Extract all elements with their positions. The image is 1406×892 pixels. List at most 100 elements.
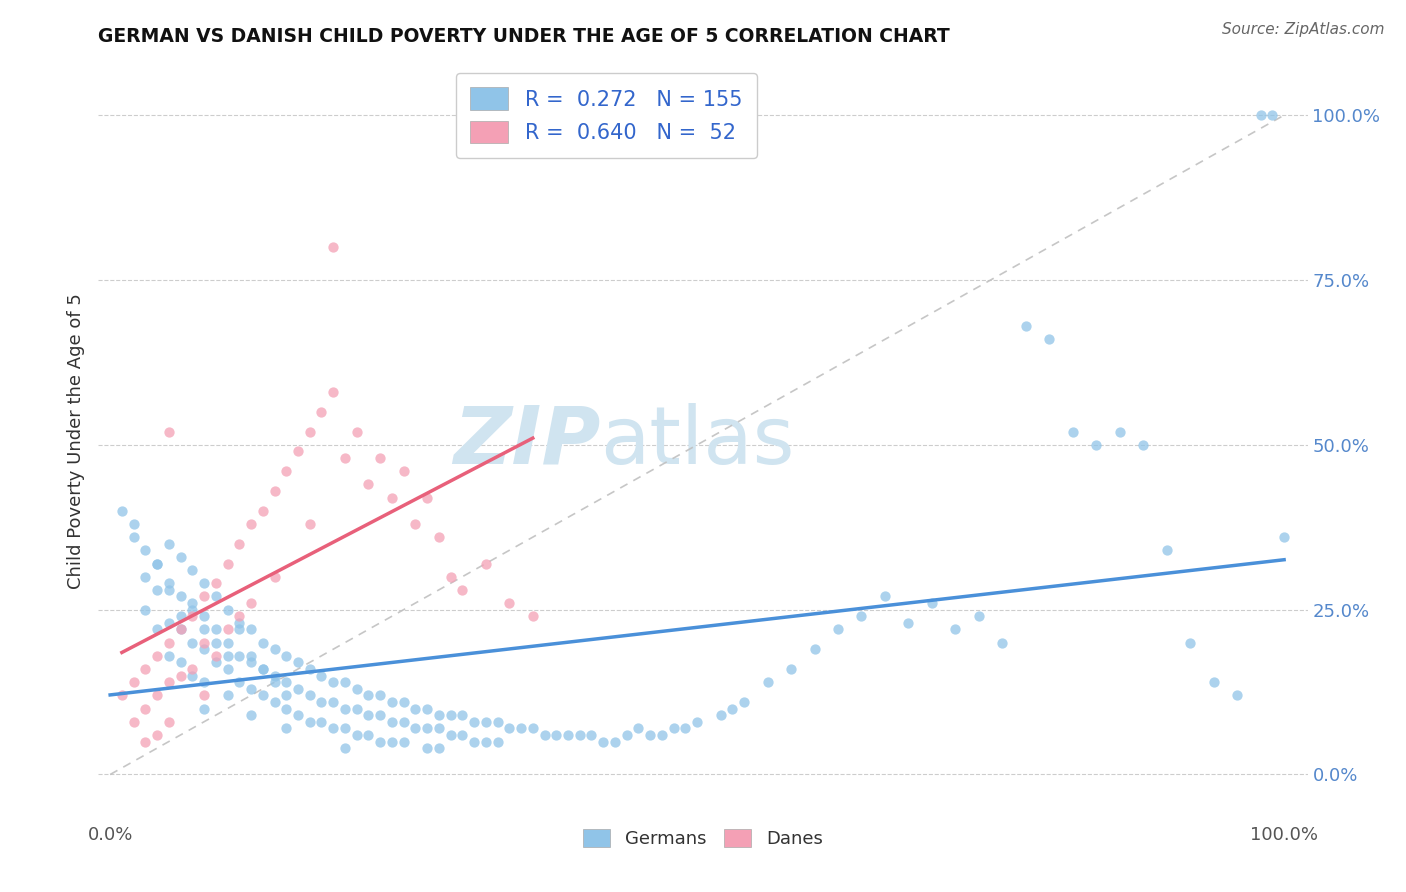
Point	[1226, 689, 1249, 703]
Point	[404, 701, 426, 715]
Point	[169, 549, 191, 564]
Point	[240, 596, 263, 610]
Point	[252, 504, 274, 518]
Point	[169, 623, 191, 637]
Point	[276, 464, 298, 478]
Point	[627, 722, 650, 736]
Point	[146, 689, 169, 703]
Point	[1250, 108, 1272, 122]
Point	[146, 557, 169, 571]
Point	[157, 675, 180, 690]
Point	[568, 728, 591, 742]
Point	[228, 609, 250, 624]
Point	[134, 543, 156, 558]
Point	[522, 722, 544, 736]
Point	[146, 728, 169, 742]
Point	[1180, 635, 1202, 649]
Point	[486, 734, 509, 748]
Point	[381, 695, 404, 709]
Point	[322, 722, 344, 736]
Point	[451, 708, 474, 723]
Point	[276, 722, 298, 736]
Point	[603, 734, 626, 748]
Point	[346, 681, 368, 696]
Point	[193, 675, 215, 690]
Point	[169, 609, 191, 624]
Point	[146, 582, 169, 597]
Point	[756, 675, 779, 690]
Point	[169, 668, 191, 682]
Point	[298, 516, 321, 531]
Point	[252, 689, 274, 703]
Point	[827, 623, 849, 637]
Point	[991, 635, 1014, 649]
Point	[204, 590, 226, 604]
Point	[897, 615, 920, 630]
Point	[193, 623, 215, 637]
Text: GERMAN VS DANISH CHILD POVERTY UNDER THE AGE OF 5 CORRELATION CHART: GERMAN VS DANISH CHILD POVERTY UNDER THE…	[98, 27, 950, 45]
Point	[463, 714, 485, 729]
Point	[263, 642, 285, 657]
Point	[193, 590, 215, 604]
Point	[298, 662, 321, 676]
Point	[333, 450, 356, 465]
Point	[416, 722, 439, 736]
Point	[240, 648, 263, 663]
Point	[311, 695, 333, 709]
Text: atlas: atlas	[600, 402, 794, 481]
Point	[475, 557, 498, 571]
Point	[252, 662, 274, 676]
Point	[651, 728, 673, 742]
Point	[416, 491, 439, 505]
Point	[240, 516, 263, 531]
Point	[357, 708, 380, 723]
Point	[122, 675, 145, 690]
Point	[1272, 530, 1295, 544]
Point	[276, 701, 298, 715]
Point	[204, 635, 226, 649]
Point	[181, 596, 204, 610]
Point	[287, 708, 309, 723]
Point	[322, 675, 344, 690]
Point	[298, 714, 321, 729]
Point	[122, 714, 145, 729]
Point	[486, 714, 509, 729]
Point	[169, 590, 191, 604]
Point	[638, 728, 661, 742]
Point	[252, 635, 274, 649]
Point	[157, 648, 180, 663]
Point	[146, 623, 169, 637]
Point	[392, 695, 415, 709]
Point	[240, 623, 263, 637]
Point	[204, 656, 226, 670]
Point	[592, 734, 614, 748]
Point	[710, 708, 733, 723]
Point	[439, 728, 461, 742]
Point	[322, 240, 344, 254]
Point	[157, 537, 180, 551]
Point	[134, 602, 156, 616]
Point	[181, 635, 204, 649]
Point	[311, 405, 333, 419]
Point	[333, 675, 356, 690]
Point	[346, 425, 368, 439]
Point	[1015, 319, 1038, 334]
Point	[134, 734, 156, 748]
Point	[204, 648, 226, 663]
Point	[673, 722, 696, 736]
Point	[204, 623, 226, 637]
Point	[157, 714, 180, 729]
Point	[427, 708, 450, 723]
Point	[381, 491, 404, 505]
Point	[662, 722, 685, 736]
Point	[217, 689, 239, 703]
Point	[392, 734, 415, 748]
Point	[427, 741, 450, 756]
Point	[1038, 332, 1060, 346]
Point	[498, 596, 520, 610]
Point	[475, 714, 498, 729]
Point	[463, 734, 485, 748]
Point	[368, 708, 391, 723]
Point	[1132, 438, 1154, 452]
Point	[169, 623, 191, 637]
